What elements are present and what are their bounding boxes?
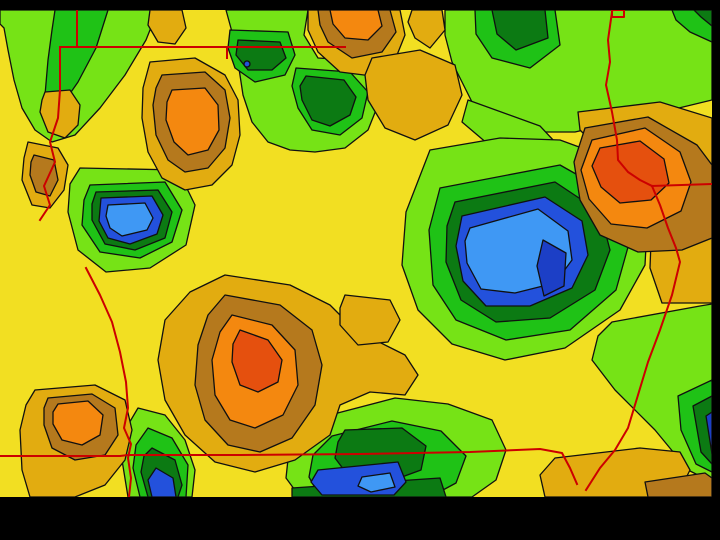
contour-fill-layer	[0, 10, 712, 497]
map-area	[0, 10, 712, 497]
tiny-blue-minimum	[243, 60, 251, 68]
title-band	[0, 497, 720, 540]
state-borders	[0, 10, 712, 497]
